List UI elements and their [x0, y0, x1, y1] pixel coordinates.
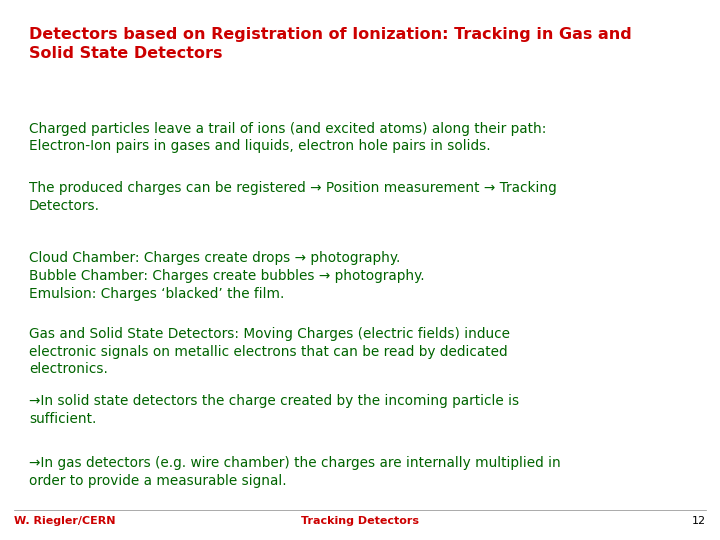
Text: →In solid state detectors the charge created by the incoming particle is
suffici: →In solid state detectors the charge cre…: [29, 394, 519, 426]
Text: →In gas detectors (e.g. wire chamber) the charges are internally multiplied in
o: →In gas detectors (e.g. wire chamber) th…: [29, 456, 561, 488]
Text: Charged particles leave a trail of ions (and excited atoms) along their path:
El: Charged particles leave a trail of ions …: [29, 122, 546, 153]
Text: Gas and Solid State Detectors: Moving Charges (electric fields) induce
electroni: Gas and Solid State Detectors: Moving Ch…: [29, 327, 510, 376]
Text: 12: 12: [691, 516, 706, 526]
Text: Detectors based on Registration of Ionization: Tracking in Gas and
Solid State D: Detectors based on Registration of Ioniz…: [29, 27, 631, 60]
Text: The produced charges can be registered → Position measurement → Tracking
Detecto: The produced charges can be registered →…: [29, 181, 557, 213]
Text: Tracking Detectors: Tracking Detectors: [301, 516, 419, 526]
Text: W. Riegler/CERN: W. Riegler/CERN: [14, 516, 116, 526]
Text: Cloud Chamber: Charges create drops → photography.
Bubble Chamber: Charges creat: Cloud Chamber: Charges create drops → ph…: [29, 251, 424, 301]
